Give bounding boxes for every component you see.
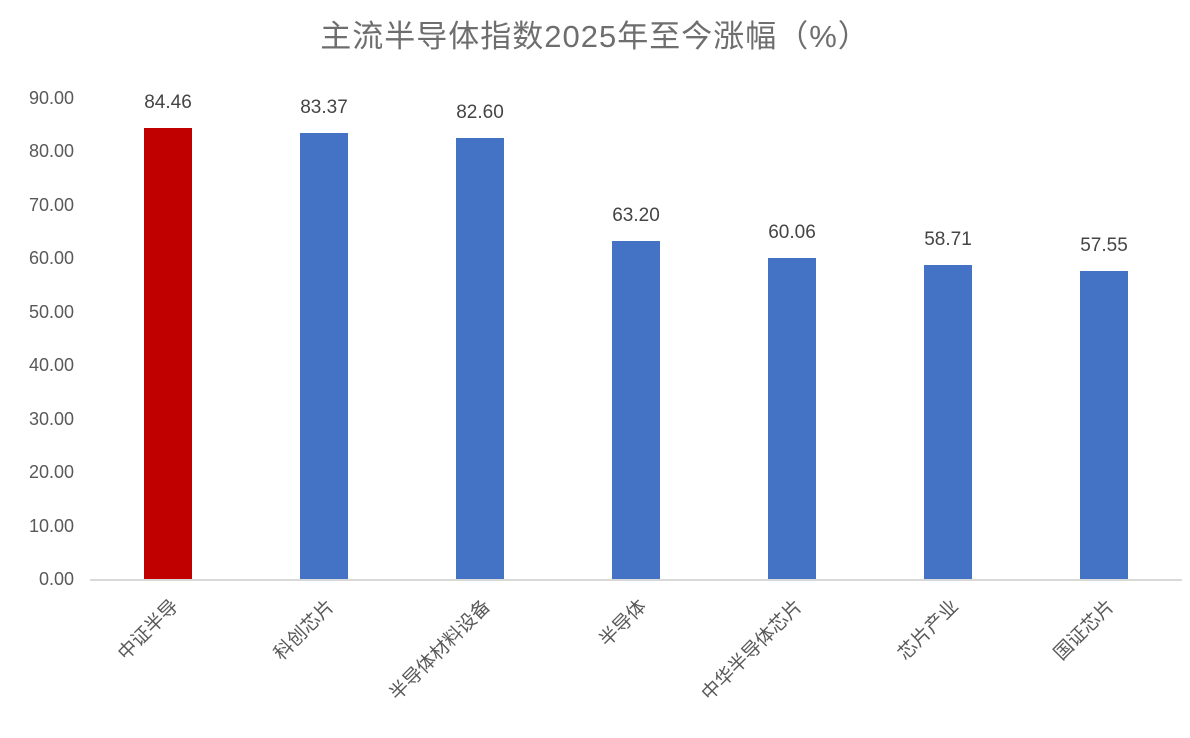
y-axis-tick-label: 0.00 [38,569,74,589]
y-axis-tick-label: 70.00 [28,194,74,215]
y-axis: 0.00 10.00 20.00 30.00 40.00 50.00 60.00 70.00 8… [0,0,74,738]
x-axis-category-label: 芯片产业 [894,596,963,665]
bar-value-label: 60.06 [768,222,816,244]
bar-1 [144,127,192,579]
x-axis-category-label: 科创芯片 [270,596,339,665]
bar-value-label: 57.55 [1080,235,1128,257]
y-axis-tick-label: 80.00 [28,141,74,162]
y-axis-tick-label: 40.00 [28,355,74,376]
y-axis-tick-label: 90.00 [28,88,74,108]
y-axis-tick-label: 10.00 [28,515,74,536]
x-axis-category-label: 中证半导 [114,596,183,665]
plot-area: 84.46 83.37 82.60 63.20 60.06 58.71 57.55 [90,92,1182,581]
bar-value-label: 82.60 [456,101,504,123]
x-axis-category-label: 半导体材料设备 [385,596,495,705]
chart-title: 主流半导体指数2025年至今涨幅（%） [320,19,870,54]
bar-7 [1080,271,1128,579]
x-axis-category-label: 半导体 [595,596,651,652]
bar-value-label: 84.46 [144,91,192,113]
bar-2 [300,133,348,579]
bar-value-label: 58.71 [924,229,972,251]
bar-3 [456,137,504,579]
y-axis-tick-label: 20.00 [28,462,74,483]
x-axis-category-label: 国证芯片 [1050,596,1119,665]
bar-value-label: 83.37 [300,97,348,119]
y-axis-tick-label: 50.00 [28,301,74,322]
x-axis-category-label: 中华半导体芯片 [697,596,807,705]
y-axis-tick-label: 60.00 [28,248,74,269]
bar-4 [612,241,660,579]
bar-value-label: 63.20 [612,205,660,227]
bar-6 [924,265,972,579]
bar-5 [768,258,816,579]
y-axis-tick-label: 30.00 [28,408,74,429]
